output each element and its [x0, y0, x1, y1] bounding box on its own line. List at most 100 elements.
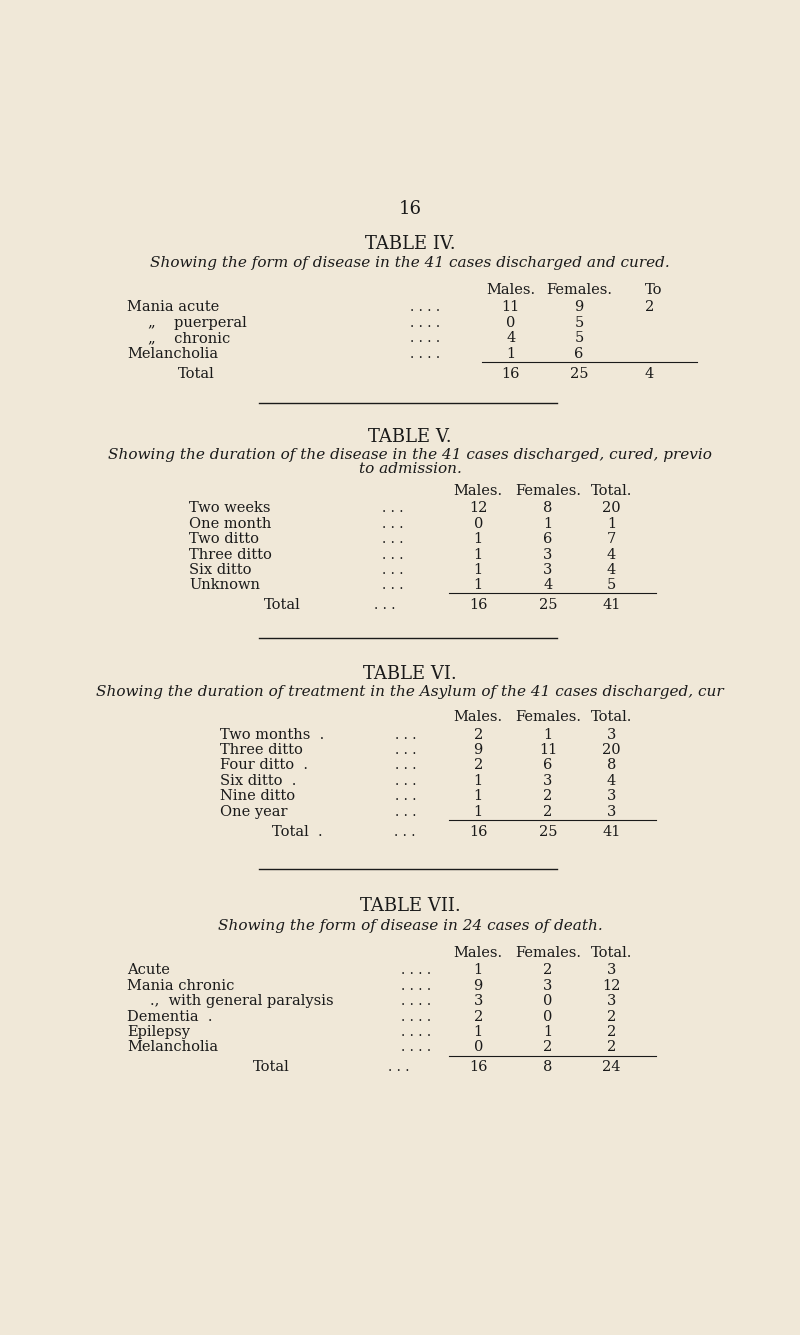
Text: Males.: Males. — [454, 483, 502, 498]
Text: 1: 1 — [543, 517, 553, 531]
Text: 1: 1 — [543, 1025, 553, 1039]
Text: 2: 2 — [607, 1040, 616, 1055]
Text: 20: 20 — [602, 744, 621, 757]
Text: . . . .: . . . . — [410, 300, 441, 314]
Text: 0: 0 — [543, 995, 553, 1008]
Text: 2: 2 — [543, 789, 553, 804]
Text: Two months  .: Two months . — [220, 728, 324, 742]
Text: Males.: Males. — [454, 945, 502, 960]
Text: . . . .: . . . . — [401, 979, 431, 993]
Text: 2: 2 — [474, 1009, 483, 1024]
Text: Total.: Total. — [591, 483, 632, 498]
Text: 3: 3 — [607, 728, 616, 742]
Text: 9: 9 — [474, 979, 483, 993]
Text: 1: 1 — [506, 347, 515, 360]
Text: . . .: . . . — [382, 563, 404, 577]
Text: . . .: . . . — [382, 578, 404, 593]
Text: Females.: Females. — [515, 945, 581, 960]
Text: 1: 1 — [607, 517, 616, 531]
Text: 6: 6 — [574, 347, 584, 360]
Text: . . . .: . . . . — [410, 331, 441, 346]
Text: Dementia  .: Dementia . — [127, 1009, 213, 1024]
Text: 4: 4 — [607, 774, 616, 788]
Text: 2: 2 — [645, 300, 654, 314]
Text: One year: One year — [220, 805, 288, 818]
Text: . . . .: . . . . — [401, 995, 431, 1008]
Text: 1: 1 — [474, 1025, 482, 1039]
Text: Showing the form of disease in the 41 cases discharged and cured.: Showing the form of disease in the 41 ca… — [150, 256, 670, 270]
Text: Total.: Total. — [591, 945, 632, 960]
Text: 2: 2 — [474, 728, 483, 742]
Text: „    puerperal: „ puerperal — [148, 316, 246, 330]
Text: 1: 1 — [474, 774, 482, 788]
Text: 8: 8 — [543, 502, 553, 515]
Text: One month: One month — [189, 517, 271, 531]
Text: Females.: Females. — [515, 483, 581, 498]
Text: . . .: . . . — [382, 547, 404, 562]
Text: 7: 7 — [607, 533, 616, 546]
Text: 0: 0 — [506, 316, 515, 330]
Text: Epilepsy: Epilepsy — [127, 1025, 190, 1039]
Text: Total: Total — [264, 598, 301, 611]
Text: TABLE VI.: TABLE VI. — [363, 665, 457, 682]
Text: 16: 16 — [469, 1060, 487, 1075]
Text: 9: 9 — [574, 300, 583, 314]
Text: Mania acute: Mania acute — [127, 300, 219, 314]
Text: „    chronic: „ chronic — [148, 331, 230, 346]
Text: to admission.: to admission. — [358, 462, 462, 477]
Text: Females.: Females. — [546, 283, 612, 296]
Text: Melancholia: Melancholia — [127, 347, 218, 360]
Text: . . . .: . . . . — [410, 316, 441, 330]
Text: . . .: . . . — [394, 825, 415, 838]
Text: 1: 1 — [474, 563, 482, 577]
Text: 3: 3 — [543, 563, 553, 577]
Text: . . .: . . . — [395, 744, 417, 757]
Text: .,  with general paralysis: ., with general paralysis — [150, 995, 334, 1008]
Text: 16: 16 — [469, 598, 487, 611]
Text: Total: Total — [253, 1060, 290, 1075]
Text: 4: 4 — [645, 367, 654, 380]
Text: Three ditto: Three ditto — [189, 547, 272, 562]
Text: . . . .: . . . . — [401, 964, 431, 977]
Text: Showing the duration of treatment in the Asylum of the 41 cases discharged, cur: Showing the duration of treatment in the… — [96, 685, 724, 700]
Text: 2: 2 — [474, 758, 483, 773]
Text: . . . .: . . . . — [401, 1040, 431, 1055]
Text: Six ditto  .: Six ditto . — [220, 774, 297, 788]
Text: Males.: Males. — [486, 283, 535, 296]
Text: 9: 9 — [474, 744, 483, 757]
Text: . . .: . . . — [382, 502, 404, 515]
Text: 2: 2 — [543, 964, 553, 977]
Text: . . .: . . . — [374, 598, 396, 611]
Text: 16: 16 — [398, 200, 422, 218]
Text: 5: 5 — [607, 578, 616, 593]
Text: 1: 1 — [474, 805, 482, 818]
Text: Mania chronic: Mania chronic — [127, 979, 234, 993]
Text: . . .: . . . — [388, 1060, 409, 1075]
Text: Three ditto: Three ditto — [220, 744, 303, 757]
Text: 3: 3 — [607, 995, 616, 1008]
Text: 1: 1 — [474, 547, 482, 562]
Text: 3: 3 — [543, 547, 553, 562]
Text: 1: 1 — [474, 578, 482, 593]
Text: 3: 3 — [543, 774, 553, 788]
Text: 3: 3 — [607, 964, 616, 977]
Text: To: To — [645, 283, 662, 296]
Text: 3: 3 — [607, 805, 616, 818]
Text: Males.: Males. — [454, 710, 502, 724]
Text: 0: 0 — [474, 517, 483, 531]
Text: 2: 2 — [543, 805, 553, 818]
Text: Acute: Acute — [127, 964, 170, 977]
Text: 4: 4 — [607, 563, 616, 577]
Text: Two ditto: Two ditto — [189, 533, 259, 546]
Text: . . .: . . . — [395, 728, 417, 742]
Text: Showing the form of disease in 24 cases of death.: Showing the form of disease in 24 cases … — [218, 920, 602, 933]
Text: 25: 25 — [570, 367, 588, 380]
Text: TABLE VII.: TABLE VII. — [360, 897, 460, 914]
Text: . . .: . . . — [395, 774, 417, 788]
Text: 6: 6 — [543, 533, 553, 546]
Text: . . .: . . . — [382, 533, 404, 546]
Text: 1: 1 — [474, 533, 482, 546]
Text: 41: 41 — [602, 825, 621, 838]
Text: 25: 25 — [538, 825, 558, 838]
Text: 8: 8 — [607, 758, 616, 773]
